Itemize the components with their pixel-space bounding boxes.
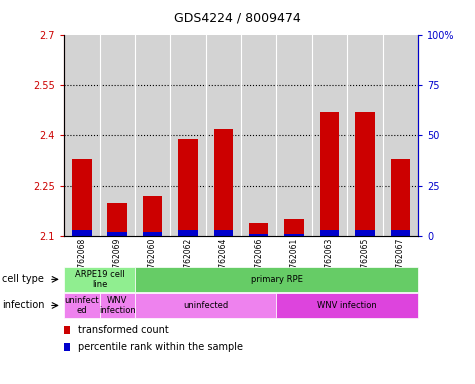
Text: cell type: cell type (2, 274, 44, 285)
Text: ARPE19 cell
line: ARPE19 cell line (75, 270, 124, 289)
Text: transformed count: transformed count (77, 325, 168, 335)
Bar (285, 219, 304, 236)
Bar (178, 139, 198, 236)
Bar (72, 159, 92, 236)
Text: WNV
infection: WNV infection (99, 296, 135, 315)
Bar (312, 35, 347, 236)
Bar (214, 129, 233, 236)
Bar (178, 230, 198, 236)
Bar (241, 35, 276, 236)
Bar (214, 230, 233, 236)
Bar (355, 112, 375, 236)
Text: GDS4224 / 8009474: GDS4224 / 8009474 (174, 12, 301, 25)
Text: WNV infection: WNV infection (317, 301, 377, 310)
Bar (135, 35, 171, 236)
Text: infection: infection (2, 300, 45, 311)
Bar (320, 112, 339, 236)
Bar (143, 232, 162, 236)
Text: uninfected: uninfected (183, 301, 228, 310)
Bar (107, 202, 127, 236)
Bar (206, 35, 241, 236)
Bar (355, 230, 375, 236)
Text: uninfect
ed: uninfect ed (65, 296, 99, 315)
Text: primary RPE: primary RPE (250, 275, 303, 284)
Bar (64, 35, 100, 236)
Bar (285, 234, 304, 236)
Bar (320, 230, 339, 236)
Bar (390, 159, 410, 236)
Bar (99, 35, 135, 236)
Bar (107, 232, 127, 236)
Bar (170, 35, 206, 236)
Bar (347, 35, 383, 236)
Bar (249, 223, 268, 236)
Bar (383, 35, 418, 236)
Bar (143, 196, 162, 236)
Bar (249, 234, 268, 236)
Bar (390, 230, 410, 236)
Text: percentile rank within the sample: percentile rank within the sample (77, 342, 243, 352)
Bar (276, 35, 312, 236)
Bar (72, 230, 92, 236)
